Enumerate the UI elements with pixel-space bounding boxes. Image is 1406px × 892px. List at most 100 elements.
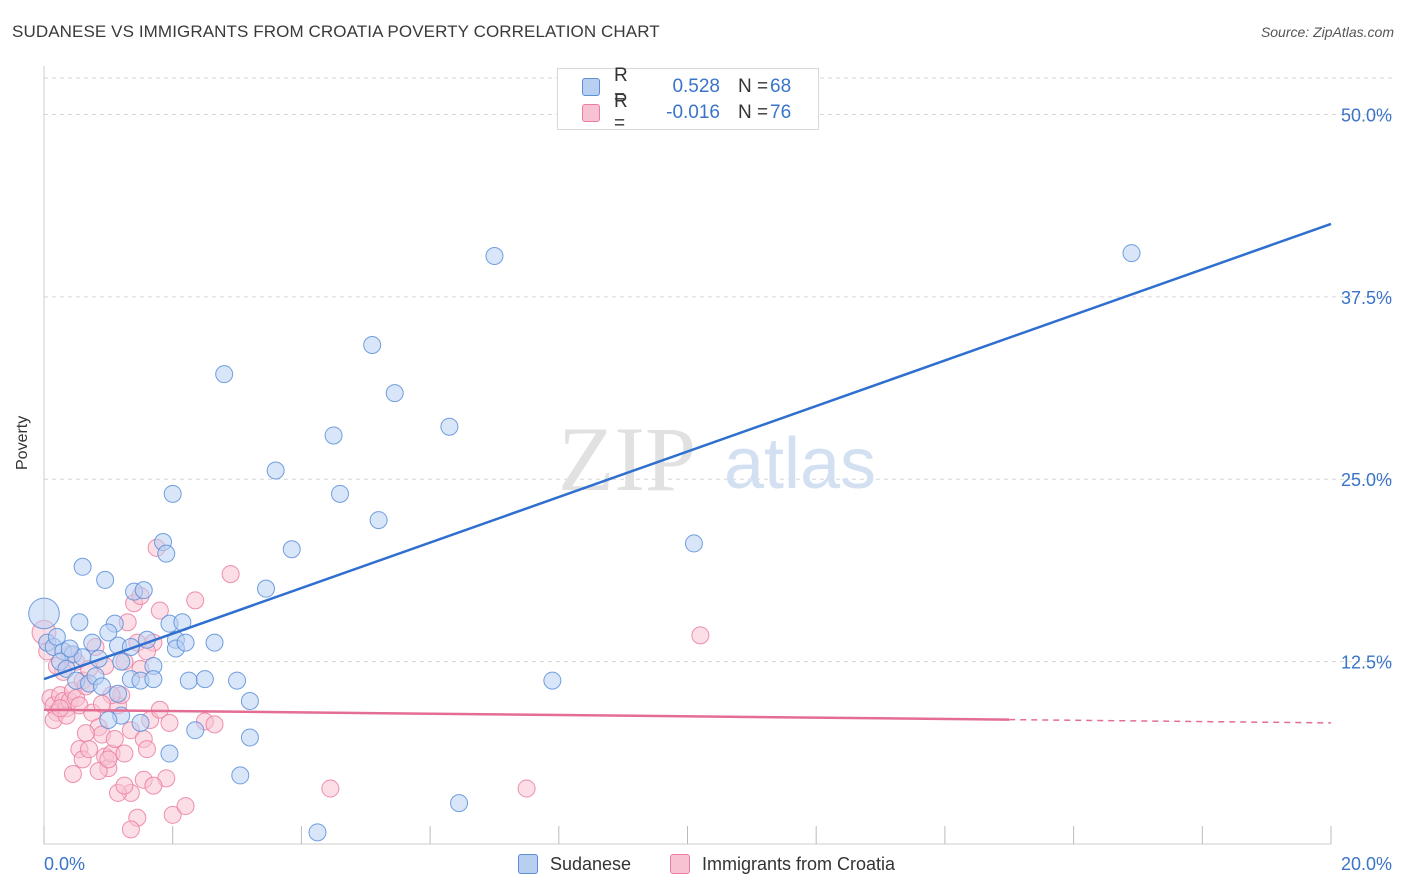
- data-point: [80, 740, 99, 759]
- data-point: [99, 710, 118, 729]
- data-point: [76, 724, 95, 743]
- bottom-legend-swatch-blue: [518, 854, 538, 874]
- data-point: [195, 670, 214, 689]
- trend-line-croatia: [43, 708, 1010, 721]
- data-point: [83, 633, 102, 652]
- data-point: [517, 779, 536, 798]
- y-tick-label: 25.0%: [1341, 470, 1392, 490]
- data-point: [282, 540, 301, 559]
- data-point: [144, 776, 163, 795]
- data-point: [543, 671, 562, 690]
- data-point: [131, 713, 150, 732]
- legend-n-label: N =: [738, 76, 769, 97]
- legend-swatch-blue: [582, 78, 600, 96]
- data-point: [363, 336, 382, 355]
- data-point: [121, 820, 140, 839]
- legend-n-value: 68: [770, 76, 792, 97]
- axes: [43, 66, 1332, 845]
- data-point: [112, 652, 131, 671]
- data-point: [99, 623, 118, 642]
- data-point: [205, 633, 224, 652]
- data-point: [266, 461, 285, 480]
- trend-lines: [43, 222, 1332, 724]
- data-point: [47, 627, 66, 646]
- data-point: [179, 671, 198, 690]
- data-point: [115, 744, 134, 763]
- watermark-zip: ZIP: [558, 408, 696, 510]
- data-point: [684, 534, 703, 553]
- trend-line-sudanese: [43, 222, 1332, 681]
- data-point: [231, 766, 250, 785]
- data-point: [240, 728, 259, 747]
- legend-n-label: N =: [738, 102, 769, 123]
- legend-r-value: 0.528: [672, 76, 720, 97]
- data-point: [163, 805, 182, 824]
- data-point: [89, 762, 108, 781]
- data-point: [440, 417, 459, 436]
- bottom-legend-sudanese: Sudanese: [518, 852, 631, 876]
- legend-row-croatia: R = -0.016 N = 76: [582, 91, 792, 134]
- y-tick-label: 37.5%: [1341, 288, 1392, 308]
- bottom-legend-label: Sudanese: [550, 853, 632, 874]
- data-point: [257, 579, 276, 598]
- data-point: [115, 776, 134, 795]
- trend-line-croatia-extension: [1009, 718, 1332, 724]
- legend-r-value: -0.016: [666, 102, 720, 123]
- data-point: [308, 823, 327, 842]
- legend-r-label: R =: [614, 91, 628, 134]
- data-point: [105, 729, 124, 748]
- data-point: [99, 750, 118, 769]
- x-tick-label: 20.0%: [1341, 854, 1392, 874]
- y-tick-label: 12.5%: [1341, 653, 1392, 673]
- data-point: [691, 626, 710, 645]
- data-point: [331, 484, 350, 503]
- data-point: [121, 638, 140, 657]
- watermark: ZIP atlas: [558, 408, 876, 510]
- legend-row-sudanese: R = 0.528 N = 68: [582, 65, 792, 108]
- legend-swatch-pink: [582, 104, 600, 122]
- data-point: [73, 557, 92, 576]
- data-point: [205, 715, 224, 734]
- data-point: [137, 740, 156, 759]
- data-point: [176, 633, 195, 652]
- legend-n-value: 76: [770, 102, 792, 123]
- data-point: [134, 581, 153, 600]
- data-point: [157, 544, 176, 563]
- data-point: [160, 713, 179, 732]
- data-point: [63, 764, 82, 783]
- gridlines: [44, 77, 1394, 663]
- data-point: [324, 426, 343, 445]
- data-point: [28, 597, 60, 630]
- data-point: [321, 779, 340, 798]
- data-point: [221, 565, 240, 584]
- y-axis-label: Poverty: [14, 415, 31, 470]
- data-point: [150, 601, 169, 620]
- data-point: [215, 365, 234, 384]
- data-point: [163, 484, 182, 503]
- data-point: [1122, 244, 1141, 263]
- data-point: [109, 684, 128, 703]
- series-sudanese: [28, 244, 1141, 842]
- data-point: [92, 694, 111, 713]
- x-tick-label: 0.0%: [44, 854, 85, 874]
- data-point: [96, 570, 115, 589]
- data-point: [70, 613, 89, 632]
- data-point: [144, 670, 163, 689]
- bottom-legend-croatia: Immigrants from Croatia: [670, 852, 895, 876]
- data-point: [240, 692, 259, 711]
- data-point: [369, 511, 388, 530]
- source-label: Source: ZipAtlas.com: [1260, 24, 1394, 40]
- legend-r-label: R =: [614, 65, 628, 108]
- correlation-legend: R = 0.528 N = 68 R = -0.016 N = 76: [557, 65, 819, 134]
- bottom-legend-label: Immigrants from Croatia: [702, 853, 896, 874]
- y-tick-label: 50.0%: [1341, 105, 1392, 125]
- data-point: [186, 721, 205, 740]
- tick-labels: 12.5% 25.0% 37.5% 50.0% 0.0% 20.0%: [44, 105, 1392, 874]
- bottom-legend-swatch-pink: [670, 854, 690, 874]
- watermark-atlas: atlas: [724, 424, 876, 504]
- data-point: [60, 639, 79, 658]
- data-point: [186, 591, 205, 610]
- data-point: [485, 247, 504, 266]
- data-point: [228, 671, 247, 690]
